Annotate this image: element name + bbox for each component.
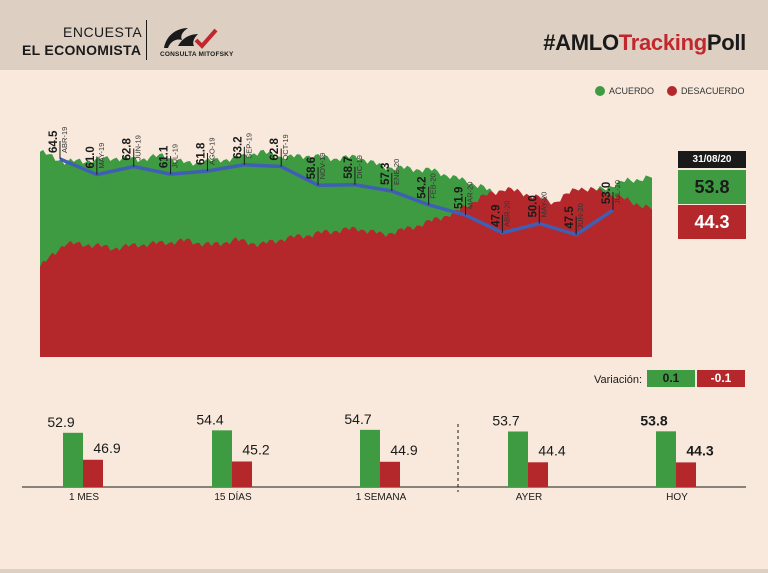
header-divider (146, 20, 147, 60)
current-date: 31/08/20 (678, 151, 746, 168)
bar-agree-label: 54.4 (196, 411, 223, 427)
point-value-label: 47.9 (490, 204, 502, 226)
bar-category-label: 15 DÍAS (214, 490, 252, 503)
point-value-label: 61.0 (85, 146, 97, 168)
point-value-label: 51.9 (454, 187, 466, 209)
point-value-label: 61.1 (159, 145, 171, 168)
point-value-label: 58.7 (343, 156, 355, 178)
bar-agree-label: 52.9 (47, 414, 74, 430)
month-label: ABR-19 (60, 127, 69, 153)
month-label: JUN-20 (576, 203, 585, 228)
bar-disagree-label: 44.3 (686, 442, 713, 458)
hashtag-prefix: #AMLO (543, 30, 619, 55)
hashtag-red: Tracking (618, 30, 707, 55)
bar-disagree (676, 462, 696, 487)
bar-agree (63, 432, 83, 487)
point-value-label: 47.5 (564, 206, 576, 229)
month-label: MAR-20 (466, 182, 475, 210)
point-value-label: 57.3 (380, 163, 392, 185)
mitofsky-logo-icon (164, 28, 218, 49)
month-label: OCT-19 (281, 134, 290, 160)
hashtag-title: #AMLOTrackingPoll (543, 30, 746, 56)
approval-line (59, 157, 614, 237)
agree-area-crossover (596, 175, 652, 210)
month-label: JUN-19 (134, 135, 143, 160)
bar-disagree (83, 459, 103, 487)
bar-disagree (232, 461, 252, 487)
month-label: SEP-19 (244, 133, 253, 159)
bar-agree (508, 431, 528, 487)
legend-agree-dot (595, 86, 605, 96)
bar-category-label: 1 MES (69, 492, 99, 503)
hashtag-suffix: Poll (706, 30, 746, 55)
current-disagree: 44.3 (678, 205, 746, 239)
point-value-label: 58.6 (306, 157, 318, 179)
header-bar: ENCUESTA EL ECONOMISTA CONSULTA MITOFSKY… (0, 0, 768, 70)
bar-category-label: HOY (666, 492, 688, 503)
bar-disagree (380, 461, 400, 487)
month-label: MAY-20 (539, 192, 548, 218)
bar-disagree-label: 44.4 (538, 442, 565, 458)
point-value-label: 62.8 (122, 138, 134, 161)
bar-agree (656, 431, 676, 487)
legend-disagree: DESACUERDO (667, 86, 745, 96)
month-label: ABR-20 (502, 201, 511, 227)
variation-agree: 0.1 (647, 370, 695, 387)
point-value-label: 53.0 (601, 182, 613, 204)
month-label: JUL-19 (171, 144, 180, 168)
variation-disagree: -0.1 (697, 370, 745, 387)
point-value-label: 63.2 (232, 136, 244, 158)
month-label: AGO-19 (207, 137, 216, 165)
legend-agree: ACUERDO (595, 86, 654, 96)
point-value-label: 54.2 (417, 176, 429, 198)
bar-agree-label: 54.7 (344, 411, 371, 427)
org-name: EL ECONOMISTA (22, 42, 142, 58)
legend-disagree-dot (667, 86, 677, 96)
month-label: NOV-19 (318, 153, 327, 180)
bar-disagree-label: 46.9 (93, 440, 120, 456)
bar-disagree (528, 462, 548, 487)
bar-agree (212, 430, 232, 487)
month-label: FEB-20 (429, 173, 438, 198)
legend-agree-label: ACUERDO (609, 86, 655, 96)
legend-disagree-label: DESACUERDO (681, 86, 745, 96)
variation-label: Variación: (594, 374, 643, 386)
survey-label: ENCUESTA (63, 24, 143, 40)
bar-category-label: 1 SEMANA (356, 492, 407, 503)
point-value-label: 50.0 (527, 195, 539, 217)
bar-disagree-label: 45.2 (242, 441, 269, 457)
month-label: MAY-19 (97, 143, 106, 169)
current-agree: 53.8 (678, 170, 746, 204)
bar-category-label: AYER (516, 492, 543, 503)
point-value-label: 61.8 (195, 142, 207, 165)
month-label: DIC-19 (355, 155, 364, 179)
point-value-label: 62.8 (269, 138, 281, 161)
footer-bar (0, 569, 768, 573)
point-value-label: 64.5 (48, 130, 60, 153)
bar-disagree-label: 44.9 (390, 442, 417, 458)
month-label: ENE-20 (392, 159, 401, 185)
bar-agree-label: 53.7 (492, 412, 519, 428)
logo-text: CONSULTA MITOFSKY (160, 51, 234, 58)
bar-agree-label: 53.8 (640, 412, 667, 428)
month-label: JUL-20 (613, 180, 622, 204)
bar-agree (360, 429, 380, 487)
